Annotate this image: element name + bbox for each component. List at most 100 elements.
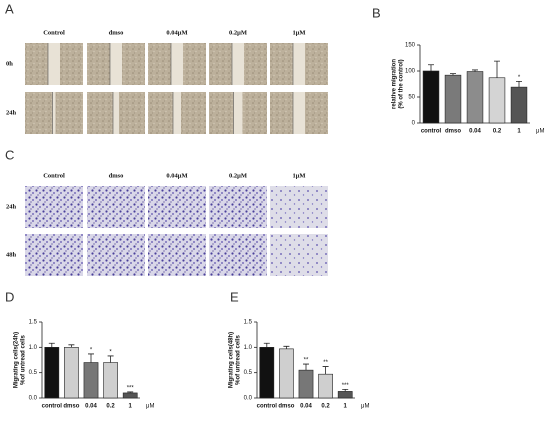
x-unit: μM [536, 129, 544, 135]
x-tick-label: 0.2 [493, 129, 502, 135]
wound-gap [171, 43, 183, 85]
bar [422, 70, 440, 124]
y-tick-label: 1.0 [29, 345, 38, 351]
significance: ** [304, 358, 309, 364]
bar [510, 86, 528, 124]
wound-gap [293, 92, 305, 134]
x-unit: μM [361, 404, 369, 410]
error-bar [303, 363, 309, 371]
y-tick-label: 1.5 [29, 320, 38, 326]
significance: * [90, 347, 93, 353]
y-tick-label: 150 [405, 43, 416, 49]
wound-gap [52, 92, 56, 134]
column-label: Control [43, 172, 65, 179]
y-tick-label: 0 [412, 121, 416, 127]
x-tick-label: control [257, 404, 278, 410]
wound-gap [113, 92, 119, 134]
bar [318, 373, 333, 399]
error-bar [516, 81, 522, 88]
bar [337, 391, 353, 399]
x-unit: μM [146, 404, 154, 410]
error-bar [68, 344, 75, 348]
wound-gap [48, 43, 60, 85]
significance: * [518, 75, 521, 81]
bar [444, 74, 462, 124]
bar [103, 362, 118, 399]
bar [122, 392, 138, 399]
wound-gap [233, 92, 243, 134]
micrograph [209, 186, 267, 228]
error-bar [88, 353, 94, 363]
x-tick-label: 0.2 [321, 404, 330, 410]
micrograph [270, 186, 328, 228]
y-axis-label: relative migration [392, 59, 398, 109]
column-label: Control [43, 29, 65, 36]
column-label: 0.2μM [229, 29, 247, 36]
bar [279, 348, 294, 399]
error-bar [450, 73, 456, 76]
bar [44, 347, 60, 399]
error-bar [263, 342, 270, 348]
x-tick-label: 0.2 [106, 404, 115, 410]
micrograph [270, 234, 328, 276]
column-label: 0.04μM [166, 29, 187, 36]
x-tick-label: 1 [344, 404, 348, 410]
column-label: 1μM [292, 172, 305, 179]
significance: * [109, 350, 112, 356]
y-axis-label: %of untread cells [236, 335, 242, 385]
column-label: 1μM [292, 29, 305, 36]
error-bar [322, 366, 329, 375]
y-axis-label: %of untread cells [21, 335, 27, 385]
panel-label: D [5, 289, 14, 304]
bar [298, 369, 314, 399]
column-label: 0.2μM [229, 172, 247, 179]
panel-label: C [5, 147, 14, 162]
bar [466, 71, 484, 124]
x-tick-label: 0.04 [300, 404, 312, 410]
significance: *** [342, 383, 350, 389]
column-label: 0.04μM [166, 172, 187, 179]
bar [83, 362, 99, 399]
error-bar [283, 345, 290, 349]
error-bar [494, 60, 500, 78]
row-label: 0h [6, 60, 13, 67]
y-tick-label: 100 [405, 69, 416, 75]
wound-gap [173, 92, 181, 134]
bar [64, 347, 79, 399]
x-tick-label: 1 [129, 404, 133, 410]
micrograph [148, 186, 206, 228]
y-tick-label: 0.5 [244, 370, 253, 376]
column-label: dmso [109, 29, 124, 36]
x-tick-label: dmso [445, 129, 461, 135]
error-bar [127, 391, 134, 393]
bar [259, 347, 275, 399]
error-bar [48, 342, 55, 348]
row-label: 24h [6, 109, 17, 116]
y-tick-label: 0.0 [29, 396, 38, 402]
wound-gap [293, 43, 305, 85]
micrograph [25, 186, 83, 228]
significance: *** [127, 385, 135, 391]
y-tick-label: 50 [408, 95, 415, 101]
error-bar [342, 388, 349, 392]
panel-label: A [5, 1, 14, 16]
panel-label: E [230, 289, 239, 304]
significance: ** [323, 360, 328, 366]
y-tick-label: 0.0 [244, 396, 253, 402]
row-label: 48h [6, 251, 17, 258]
error-bar [428, 64, 434, 71]
x-tick-label: 0.04 [469, 129, 481, 135]
x-tick-label: control [42, 404, 63, 410]
row-label: 24h [6, 203, 17, 210]
panel-label: B [372, 5, 381, 20]
micrograph [25, 234, 83, 276]
y-tick-label: 1.5 [244, 320, 253, 326]
y-axis-label: Migrating cells(48h) [229, 332, 235, 388]
y-tick-label: 1.0 [244, 345, 253, 351]
y-axis-label: (% of the control) [399, 59, 405, 108]
x-tick-label: dmso [278, 404, 294, 410]
x-tick-label: 0.04 [85, 404, 97, 410]
micrograph [148, 234, 206, 276]
